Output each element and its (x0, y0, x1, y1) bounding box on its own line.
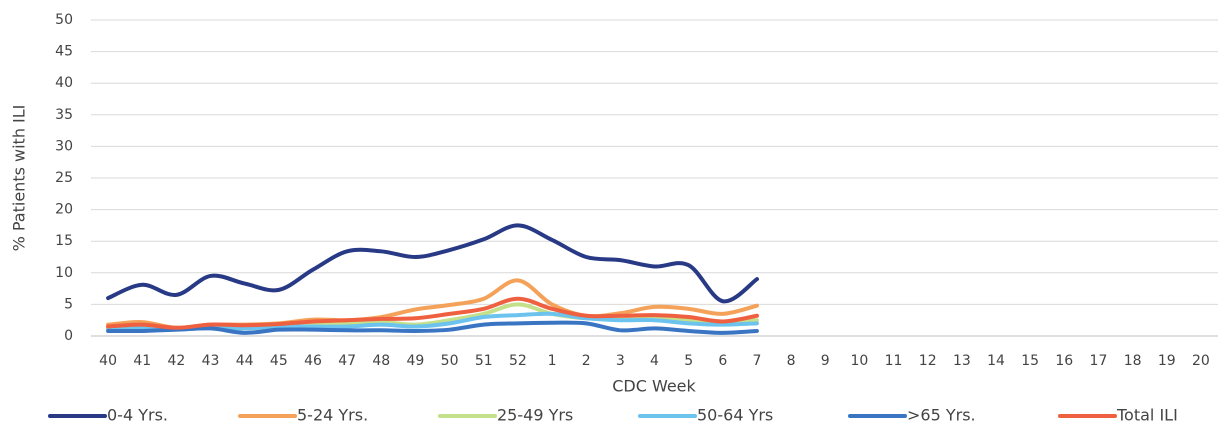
legend-label: 0-4 Yrs. (107, 406, 168, 425)
y-tick-label: 15 (55, 233, 73, 249)
y-tick-label: 5 (64, 296, 73, 312)
y-tick-label: 25 (55, 170, 73, 186)
y-tick-label: 45 (55, 44, 73, 60)
x-tick-label: 2 (582, 353, 591, 369)
legend-label: 5-24 Yrs. (297, 406, 368, 425)
series-line (106, 296, 759, 330)
x-tick-label: 7 (752, 353, 761, 369)
x-tick-label: 52 (509, 353, 527, 369)
x-tick-label: 17 (1090, 353, 1108, 369)
y-tick-label: 20 (55, 202, 73, 218)
y-tick-label: 30 (55, 138, 73, 154)
legend-label: >65 Yrs. (907, 406, 976, 425)
x-tick-label: 45 (270, 353, 288, 369)
x-tick-label: 18 (1124, 353, 1142, 369)
series-line (106, 223, 759, 304)
x-tick-label: 47 (338, 353, 356, 369)
x-tick-label: 41 (133, 353, 151, 369)
x-tick-label: 9 (821, 353, 830, 369)
x-tick-label: 44 (236, 353, 254, 369)
y-axis-label: % Patients with ILI (10, 105, 29, 252)
y-tick-label: 0 (64, 328, 73, 344)
series-line (106, 320, 759, 335)
x-tick-label: 50 (441, 353, 459, 369)
x-tick-label: 49 (407, 353, 425, 369)
x-tick-label: 3 (616, 353, 625, 369)
x-tick-label: 12 (919, 353, 937, 369)
x-tick-label: 51 (475, 353, 493, 369)
x-tick-label: 40 (99, 353, 117, 369)
x-tick-label: 6 (718, 353, 727, 369)
x-tick-label: 46 (304, 353, 322, 369)
x-tick-label: 14 (987, 353, 1005, 369)
y-tick-label: 50 (55, 12, 73, 28)
y-tick-label: 35 (55, 107, 73, 123)
y-tick-label: 10 (55, 265, 73, 281)
x-tick-label: 4 (650, 353, 659, 369)
x-tick-label: 20 (1192, 353, 1210, 369)
x-tick-label: 48 (372, 353, 390, 369)
legend-label: Total ILI (1116, 406, 1178, 425)
x-tick-label: 5 (684, 353, 693, 369)
legend-label: 25-49 Yrs (497, 406, 573, 425)
x-tick-label: 42 (167, 353, 185, 369)
x-tick-label: 16 (1055, 353, 1073, 369)
x-tick-label: 8 (787, 353, 796, 369)
x-tick-label: 11 (885, 353, 903, 369)
x-tick-label: 10 (850, 353, 868, 369)
x-axis-label: CDC Week (612, 377, 696, 396)
y-tick-label: 40 (55, 75, 73, 91)
x-tick-label: 15 (1021, 353, 1039, 369)
legend-label: 50-64 Yrs (697, 406, 773, 425)
x-tick-label: 13 (953, 353, 971, 369)
x-tick-label: 1 (548, 353, 557, 369)
x-tick-label: 43 (202, 353, 220, 369)
x-tick-label: 19 (1158, 353, 1176, 369)
